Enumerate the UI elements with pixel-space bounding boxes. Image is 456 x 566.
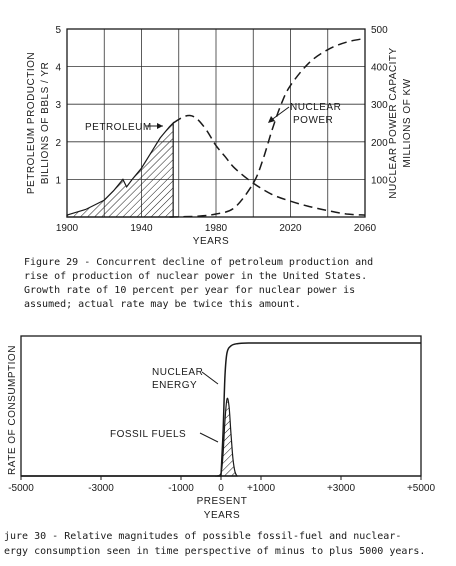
nuclear-energy-leader [201,371,219,385]
chart1-left-tick: 5 [55,25,61,36]
chart1-right-tick: 500 [371,25,388,36]
chart2-ylabel: RATE OF CONSUMPTION [7,345,18,475]
figure29-caption-line2: rise of production of nuclear power in t… [24,271,367,282]
chart2-x-tick: +1000 [247,483,276,494]
petroleum-arrowhead [157,123,163,129]
chart2-series-layer [21,342,421,477]
chart1-left-tick: 4 [55,63,61,74]
nuclear-energy-annotation-line1: NUCLEAR [152,367,203,378]
chart1-right-tick: 100 [371,175,388,186]
chart1-tick-labels: 1900 1940 1980 2020 2060 1 2 3 4 5 100 200 300 400 500 [55,25,388,234]
chart1-x-tick: 2060 [354,223,377,234]
figure-30-chart: -5000 -3000 -1000 0 +1000 +3000 +5000 RATE OF … [4,335,435,557]
chart1-grid [67,29,365,217]
petroleum-projection-line [172,114,366,216]
chart2-tick-labels: -5000 -3000 -1000 0 +1000 +3000 +5000 [8,476,435,494]
chart2-plot-frame [20,335,422,477]
chart2-x-tick: 0 [218,483,224,494]
nuclear-arrowhead [268,116,275,123]
chart1-left-tick: 3 [55,100,61,111]
figure29-caption-line3: Growth rate of 10 percent per year for n… [24,285,355,296]
chart1-x-tick: 1940 [130,223,153,234]
chart1-plot-frame [66,28,366,218]
nuclear-arrow [269,106,290,122]
right-ylabel-line2: MILLIONS OF KW [402,78,413,167]
chart2-x-tick: -1000 [168,483,194,494]
figure29-caption-line1: Figure 29 - Concurrent decline of petrol… [24,257,373,268]
figure30-caption-line1: jure 30 - Relative magnitudes of possibl… [4,531,401,542]
fossil-fuels-leader [199,432,219,443]
chart1-right-tick: 400 [371,63,388,74]
chart1-x-tick: 1900 [56,223,79,234]
fossil-fuels-area [215,397,238,477]
chart1-left-tick: 2 [55,138,61,149]
chart2-x-tick: -3000 [88,483,114,494]
nuclear-power-line [169,37,366,218]
chart1-left-ylabel: PETROLEUM PRODUCTION BILLIONS OF BBLS / … [26,52,51,194]
chart2-xlabel-line2: YEARS [204,510,240,521]
chart2-x-tick: +5000 [407,483,436,494]
petroleum-hatched-area [66,121,174,218]
chart1-right-tick: 200 [371,138,388,149]
nuclear-energy-annotation-line2: ENERGY [152,380,197,391]
figure30-caption-line2: ergy consumption seen in time perspectiv… [4,546,425,557]
left-ylabel-line2: BILLIONS OF BBLS / YR [40,62,51,185]
figure29-caption-line4: assumed; actual rate may be twice this a… [24,299,301,310]
chart1-series-layer [66,37,366,218]
left-ylabel-line1: PETROLEUM PRODUCTION [26,52,37,194]
figure-29-chart: 1900 1940 1980 2020 2060 1 2 3 4 5 100 200 300 400 500… [24,25,413,310]
chart1-x-tick: 1980 [205,223,228,234]
nuclear-energy-line [21,342,421,477]
chart1-left-tick: 1 [55,175,61,186]
petroleum-annotation: PETROLEUM [85,122,152,133]
chart2-x-tick: +3000 [327,483,356,494]
nuclear-annotation-line2: POWER [293,115,333,126]
chart1-right-ylabel: NUCLEAR POWER CAPACITY MILLIONS OF KW [388,47,413,198]
nuclear-annotation-line1: NUCLEAR [290,102,341,113]
chart1-right-tick: 300 [371,100,388,111]
fossil-fuels-annotation: FOSSIL FUELS [110,429,186,440]
chart1-xlabel: YEARS [193,236,229,247]
chart1-x-tick: 2020 [279,223,302,234]
chart2-xlabel-line1: PRESENT [197,496,248,507]
chart2-x-tick: -5000 [8,483,34,494]
right-ylabel-line1: NUCLEAR POWER CAPACITY [388,47,399,198]
